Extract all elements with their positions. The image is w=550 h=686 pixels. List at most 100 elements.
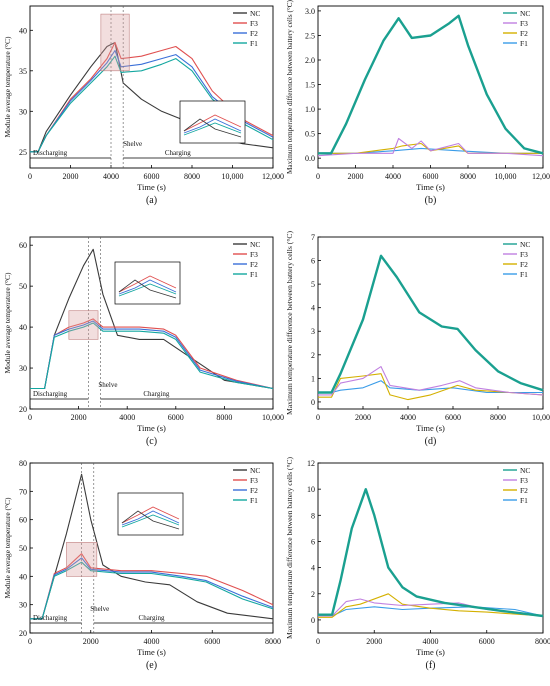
series-line-nc: [318, 488, 544, 618]
x-tick-label: 10,000: [222, 172, 244, 181]
y-tick-label: 5: [311, 280, 315, 289]
y-tick-label: 0: [311, 616, 315, 625]
y-axis-label: Module average temperature (°C): [3, 497, 12, 599]
panel-caption: (d): [425, 436, 437, 447]
series-line-nc: [318, 14, 544, 155]
y-tick-label: 8: [311, 511, 315, 520]
y-tick-label: 20: [19, 629, 27, 638]
plot-frame: [317, 236, 544, 410]
legend-label-f3: F3: [250, 19, 258, 28]
x-axis-label: Time (s): [416, 647, 445, 657]
inset-line-f1: [121, 514, 180, 528]
y-tick-label: 10: [307, 485, 315, 494]
y-tick-label: 0.0: [305, 154, 315, 163]
y-tick-label: 40: [19, 572, 27, 581]
x-tick-label: 6000: [144, 172, 160, 181]
inset-line-f3: [183, 114, 242, 132]
legend-label-nc: NC: [250, 9, 260, 18]
x-tick-label: 8000: [460, 172, 476, 181]
y-axis-label: Module average temperature (°C): [3, 272, 12, 374]
inset-box: [117, 492, 184, 536]
inset-line-f3: [121, 506, 180, 524]
x-tick-label: 10,000: [262, 413, 284, 422]
inset-line-f2: [118, 279, 177, 295]
x-axis-label: Time (s): [137, 423, 166, 433]
x-tick-label: 4000: [144, 637, 160, 646]
y-tick-label: 7: [311, 233, 315, 242]
legend-label-f1: F1: [250, 39, 258, 48]
annotation-discharging: Discharging: [33, 149, 68, 157]
chart-f: 0 2000 4000 6000 8000 0 2 4 6 8 10 12 Time (s) Maximu…: [285, 457, 550, 671]
x-tick-label: 2000: [366, 637, 382, 646]
y-tick-label: 20: [19, 405, 27, 414]
y-tick-label: 1.0: [305, 105, 315, 114]
x-tick-label: 8000: [535, 637, 550, 646]
panel-caption: (b): [425, 195, 437, 206]
x-tick-label: 6000: [479, 637, 495, 646]
panel-caption: (c): [146, 436, 157, 447]
legend-label-f2: F2: [520, 486, 528, 495]
x-tick-label: 6000: [204, 637, 220, 646]
inset-line-f2: [183, 118, 242, 134]
inset-line-f3: [118, 275, 177, 293]
plot-frame: [29, 5, 274, 169]
x-tick-label: 4000: [423, 637, 439, 646]
y-tick-label: 4: [311, 564, 315, 573]
x-tick-label: 2000: [63, 172, 79, 181]
legend-label-f1: F1: [520, 496, 528, 505]
series-line-nc: [318, 254, 544, 394]
plot-frame: [317, 5, 544, 169]
x-tick-label: 4000: [400, 413, 416, 422]
annotation-shelve: Shelve: [90, 605, 109, 613]
x-tick-label: 12,000: [262, 172, 284, 181]
legend-label-f2: F2: [250, 486, 258, 495]
legend-label-f3: F3: [250, 476, 258, 485]
y-axis-label: Maximum temperature difference between b…: [285, 457, 294, 639]
series-line-f2: [318, 142, 543, 154]
x-tick-label: 2000: [348, 172, 364, 181]
plot-frame: [29, 236, 274, 410]
x-tick-label: 6000: [445, 413, 461, 422]
y-tick-label: 35: [19, 67, 27, 76]
x-tick-label: 0: [316, 172, 320, 181]
y-tick-label: 2.5: [305, 31, 315, 40]
series-line-f3: [317, 137, 544, 157]
plot-frame: [317, 462, 544, 634]
y-tick-label: 50: [19, 282, 27, 291]
annotation-shelve: Shelve: [123, 140, 142, 148]
x-tick-label: 6000: [423, 172, 439, 181]
y-tick-label: 80: [19, 459, 27, 468]
x-tick-label: 0: [316, 413, 320, 422]
x-tick-label: 8000: [490, 413, 506, 422]
series-line-f1: [30, 55, 274, 153]
x-axis-label: Time (s): [137, 182, 166, 192]
x-tick-label: 2000: [71, 413, 87, 422]
zoom-highlight: [100, 13, 130, 72]
y-tick-label: 60: [19, 241, 27, 250]
y-tick-label: 60: [19, 516, 27, 525]
y-tick-label: 3.0: [305, 7, 315, 16]
annotation-discharging: Discharging: [33, 614, 68, 622]
legend-label-f1: F1: [250, 270, 258, 279]
inset-line-f1: [183, 122, 242, 136]
legend-label-f2: F2: [250, 260, 258, 269]
inset-line-f1: [118, 283, 177, 297]
series-line-f2: [30, 320, 274, 390]
y-tick-label: 30: [19, 601, 27, 610]
series-line-f2: [318, 593, 544, 618]
y-axis-label: Maximum temperature difference between b…: [285, 0, 294, 174]
annotation-shelve: Shelve: [98, 381, 117, 389]
y-axis-label: Module average temperature (°C): [3, 36, 12, 138]
y-tick-label: 25: [19, 148, 27, 157]
series-line-f1: [30, 322, 274, 390]
x-tick-label: 0: [28, 172, 32, 181]
annotation-charging: Charging: [139, 614, 165, 622]
inset-line-nc: [183, 118, 242, 138]
y-tick-label: 30: [19, 364, 27, 373]
y-tick-label: 30: [19, 107, 27, 116]
legend-label-f3: F3: [520, 476, 528, 485]
x-tick-label: 10,000: [532, 413, 550, 422]
chart-d: 0 2000 4000 6000 8000 10,000 0 1 2 3 4 5 6 7 Time (s) M…: [285, 230, 550, 447]
legend-label-nc: NC: [520, 9, 530, 18]
